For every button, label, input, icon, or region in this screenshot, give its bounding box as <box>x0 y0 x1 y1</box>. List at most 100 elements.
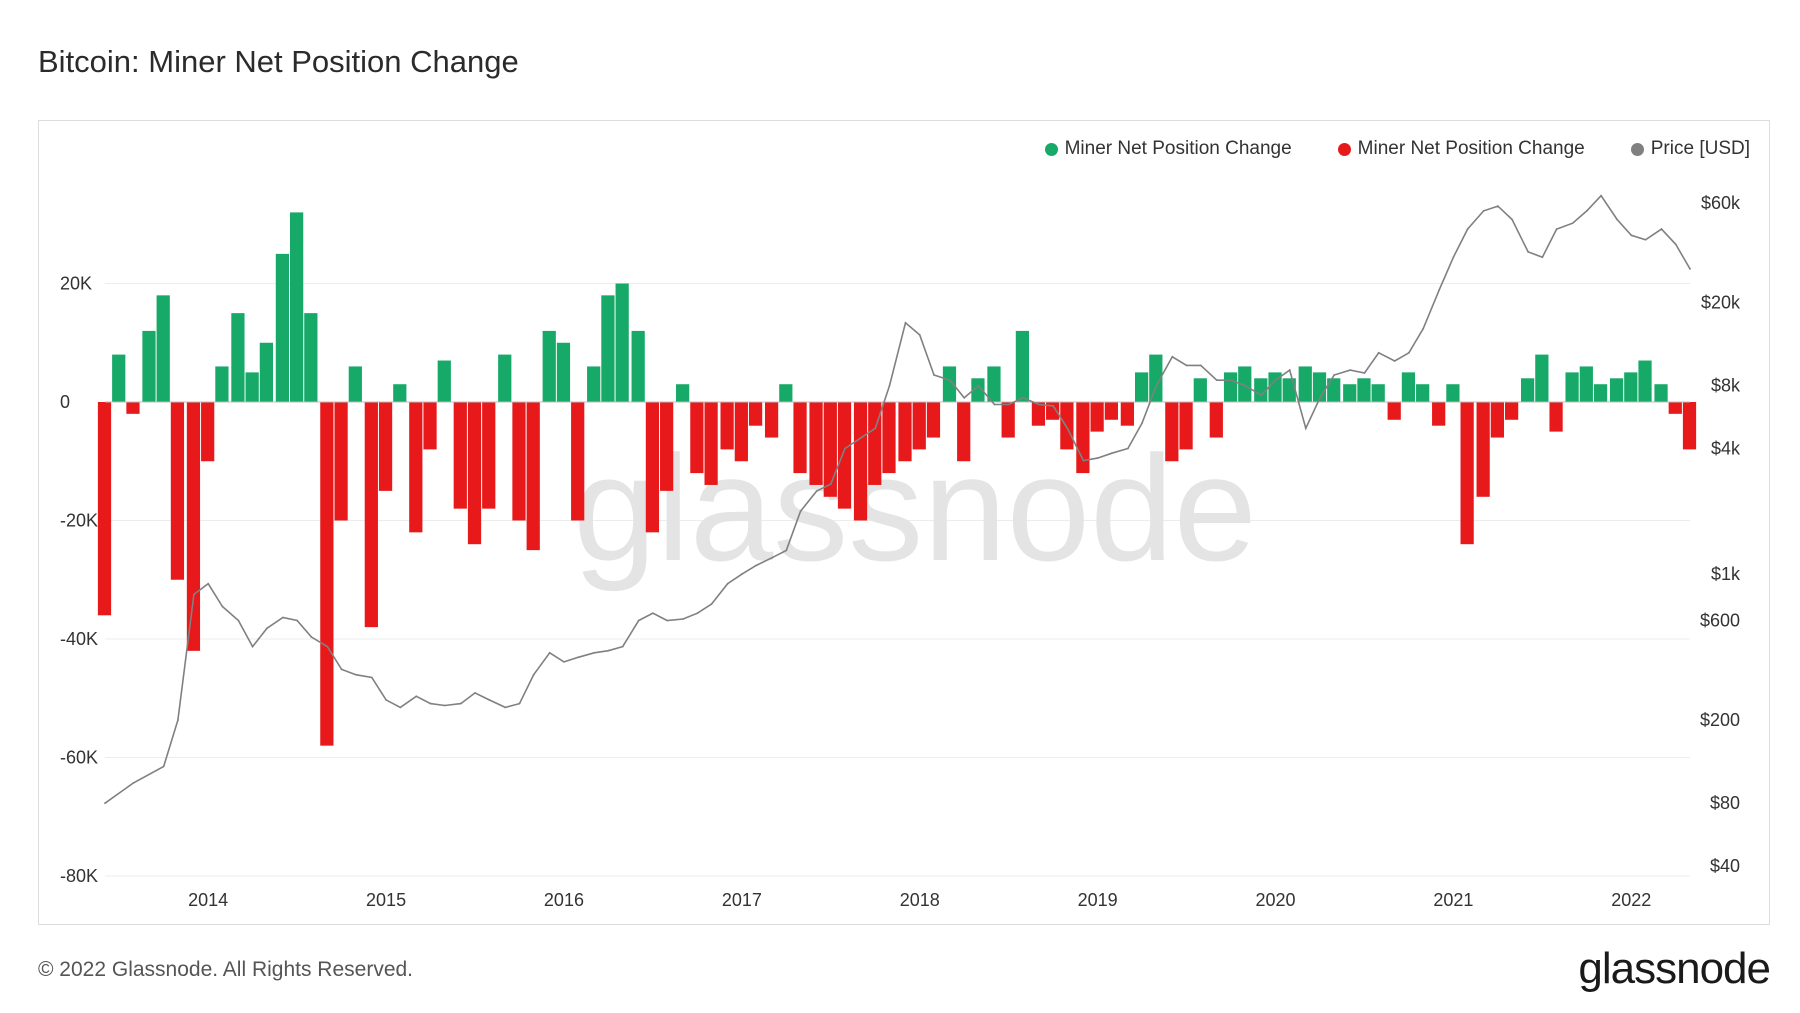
price-point <box>1511 218 1514 221</box>
bar-negative <box>704 402 718 485</box>
bar-positive <box>393 384 407 402</box>
bar-positive <box>1134 372 1149 402</box>
bar-positive <box>348 366 362 402</box>
legend-item-price[interactable]: Price [USD] <box>1630 138 1750 160</box>
price-point <box>1319 396 1321 399</box>
price-point <box>933 374 935 376</box>
price-point <box>265 627 268 630</box>
price-point <box>844 447 846 450</box>
price-point <box>710 603 713 605</box>
bar-negative <box>1504 402 1519 420</box>
price-point <box>652 612 654 615</box>
bar-negative <box>1387 402 1401 420</box>
bar-positive <box>1327 378 1341 402</box>
price-point <box>874 427 877 430</box>
x-axis-tick-label: 2021 <box>1433 890 1473 910</box>
bar-positive <box>556 342 571 402</box>
price-point <box>104 802 106 805</box>
bar-negative <box>868 402 882 485</box>
price-point <box>548 651 551 654</box>
price-point <box>1333 374 1336 376</box>
price-point <box>1585 209 1588 212</box>
price-point <box>385 698 387 701</box>
bar-positive <box>542 330 556 402</box>
price-point <box>785 549 788 552</box>
bar-positive <box>304 313 318 402</box>
price-point <box>532 673 535 676</box>
price-point <box>281 616 284 619</box>
bar-negative <box>1046 402 1060 420</box>
price-point <box>1644 238 1647 241</box>
bar-negative <box>97 402 112 616</box>
bar-positive <box>1565 372 1579 402</box>
legend-label: Miner Net Position Change <box>1357 138 1585 159</box>
y-axis-tick-label: 20K <box>60 274 92 294</box>
bar-positive <box>1371 384 1385 402</box>
price-point <box>726 582 729 585</box>
bar-positive <box>1446 384 1460 402</box>
x-axis-tick-label: 2022 <box>1611 890 1651 910</box>
bar-negative <box>423 402 437 450</box>
price-point <box>1288 369 1291 371</box>
price-point <box>1052 404 1055 407</box>
bar-negative <box>1476 402 1490 497</box>
bar-positive <box>1579 366 1593 402</box>
legend-item-negative[interactable]: Miner Net Position Change <box>1337 138 1585 160</box>
price-axis-tick-label: $40 <box>1710 856 1740 876</box>
price-axis-tick-label: $80 <box>1710 793 1740 813</box>
price-point <box>1274 379 1277 382</box>
price-point <box>1555 228 1558 230</box>
price-point <box>1496 205 1499 207</box>
price-point <box>1304 427 1307 430</box>
price-point <box>666 619 669 622</box>
bar-positive <box>676 384 690 402</box>
price-point <box>815 490 818 493</box>
bar-negative <box>1076 402 1090 474</box>
bar-positive <box>259 342 273 402</box>
bar-negative <box>512 402 526 521</box>
bar-positive <box>601 295 615 402</box>
bar-negative <box>526 402 540 551</box>
price-point <box>963 396 966 399</box>
bar-negative <box>170 402 185 580</box>
bar-positive <box>1416 384 1430 402</box>
bar-negative <box>126 402 140 414</box>
legend-dot-gray <box>1630 142 1644 156</box>
price-point <box>740 573 743 576</box>
price-point <box>1616 218 1618 221</box>
price-point <box>1541 256 1544 259</box>
price-point <box>993 403 996 406</box>
watermark-text: glassnode <box>573 424 1257 592</box>
price-point <box>1155 384 1158 387</box>
bar-negative <box>645 402 660 533</box>
y-axis-tick-label: -40K <box>60 629 98 649</box>
price-point <box>251 645 254 648</box>
price-point <box>504 706 507 709</box>
price-point <box>1007 403 1010 406</box>
price-point <box>1171 355 1174 358</box>
bar-negative <box>1179 402 1193 450</box>
price-axis-tick-label: $200 <box>1700 710 1740 730</box>
price-point <box>904 321 907 324</box>
bar-positive <box>987 366 1001 402</box>
legend-item-positive[interactable]: Miner Net Position Change <box>1044 138 1292 160</box>
price-point <box>443 704 446 707</box>
bar-negative <box>1165 402 1179 462</box>
bar-positive <box>1282 378 1296 402</box>
price-axis-tick-label: $1k <box>1711 564 1741 584</box>
bar-negative <box>837 402 852 509</box>
bar-negative <box>1031 402 1046 426</box>
price-point <box>682 618 685 620</box>
bar-negative <box>734 402 748 462</box>
bar-negative <box>378 402 393 491</box>
bar-positive <box>1401 372 1416 402</box>
bar-negative <box>823 402 837 497</box>
price-point <box>799 510 802 513</box>
bar-negative <box>1120 402 1134 426</box>
price-point <box>326 645 329 648</box>
bar-positive <box>1654 384 1668 402</box>
bar-positive <box>1193 378 1207 402</box>
price-point <box>1393 360 1396 362</box>
bar-positive <box>1609 378 1624 402</box>
